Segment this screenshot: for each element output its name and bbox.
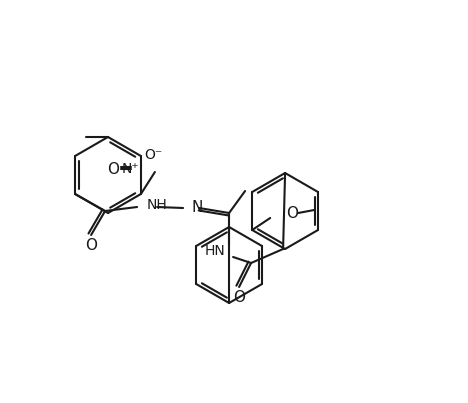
Text: O: O xyxy=(107,162,119,177)
Text: O: O xyxy=(85,237,97,253)
Text: HN: HN xyxy=(205,244,225,258)
Text: N⁺: N⁺ xyxy=(121,162,139,176)
Text: NH: NH xyxy=(147,198,168,212)
Text: O⁻: O⁻ xyxy=(144,148,162,162)
Text: O: O xyxy=(233,289,245,305)
Text: O: O xyxy=(286,206,298,222)
Text: N: N xyxy=(191,201,203,216)
